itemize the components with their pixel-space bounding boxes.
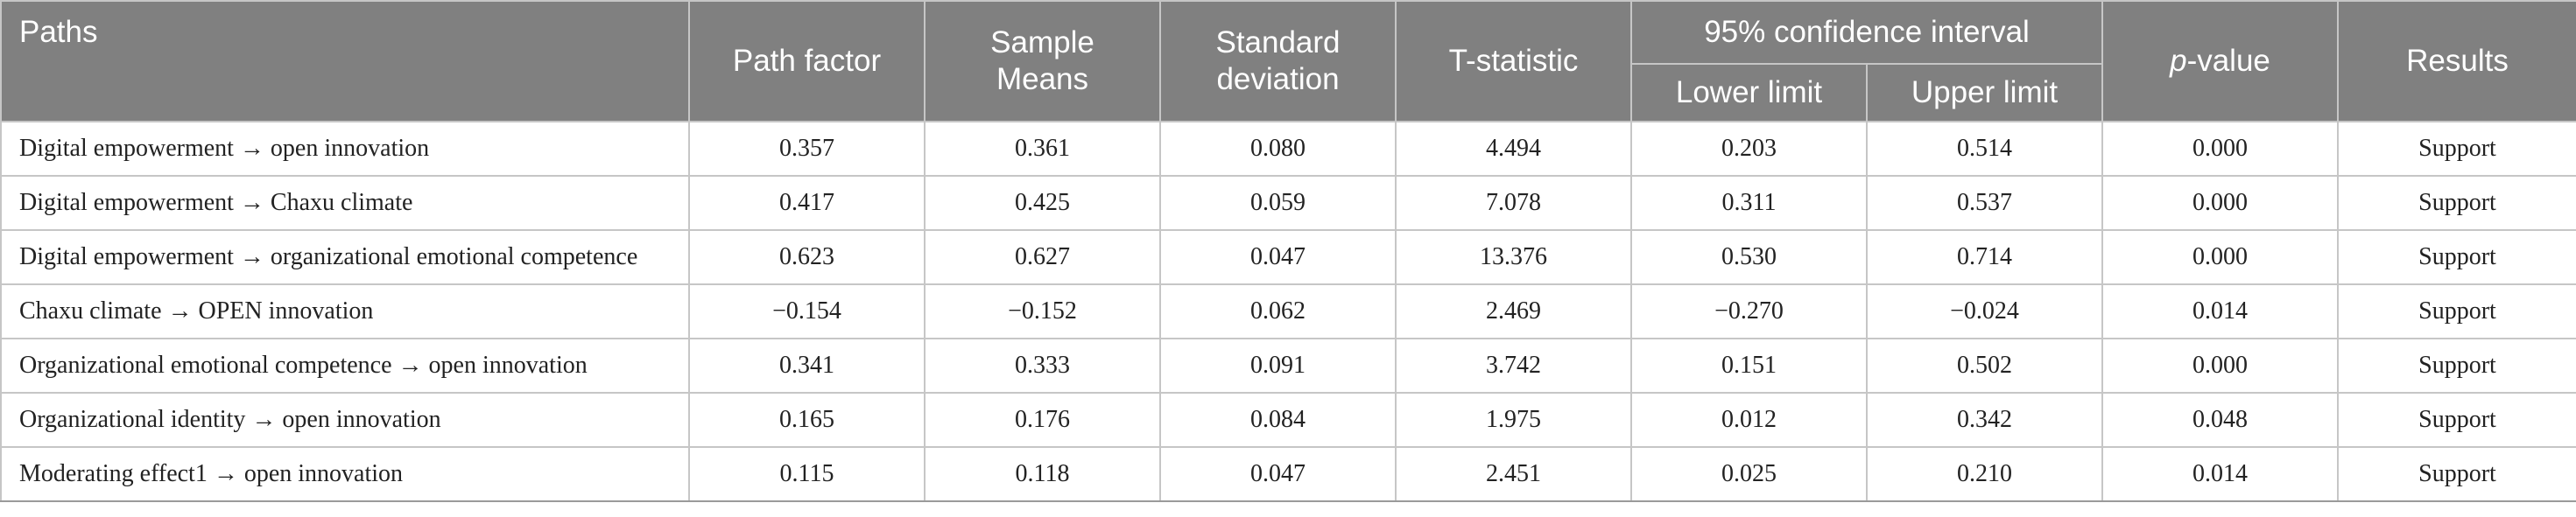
cell-result: Support [2337,121,2576,177]
cell-lower-limit: 0.203 [1630,121,1868,177]
header-t-statistic: T-statistic [1395,0,1632,122]
cell-upper-limit: 0.210 [1866,446,2103,502]
cell-path: Digital empowerment → organizational emo… [0,229,690,285]
header-lower-limit: Lower limit [1630,63,1868,122]
cell-sample-mean: −0.152 [924,283,1161,339]
cell-path-factor: 0.165 [688,392,926,448]
cell-sample-mean: 0.118 [924,446,1161,502]
cell-sample-mean: 0.176 [924,392,1161,448]
table-row: Organizational emotional competence → op… [0,338,2576,394]
cell-lower-limit: 0.025 [1630,446,1868,502]
cell-lower-limit: 0.311 [1630,175,1868,231]
header-p-value: p-value [2101,0,2339,122]
cell-path: Organizational identity → open innovatio… [0,392,690,448]
cell-t-statistic: 7.078 [1395,175,1632,231]
table-row: Digital empowerment → open innovation 0.… [0,121,2576,177]
cell-path: Digital empowerment → Chaxu climate [0,175,690,231]
table-body: Digital empowerment → open innovation 0.… [0,121,2576,502]
header-results: Results [2337,0,2576,122]
cell-result: Support [2337,283,2576,339]
cell-lower-limit: 0.530 [1630,229,1868,285]
table-row: Digital empowerment → organizational emo… [0,229,2576,285]
cell-std-dev: 0.091 [1159,338,1397,394]
cell-result: Support [2337,446,2576,502]
cell-std-dev: 0.047 [1159,229,1397,285]
header-path-factor: Path factor [688,0,926,122]
cell-sample-mean: 0.361 [924,121,1161,177]
cell-upper-limit: 0.342 [1866,392,2103,448]
table-row: Chaxu climate → OPEN innovation −0.154 −… [0,283,2576,339]
cell-upper-limit: 0.502 [1866,338,2103,394]
cell-p-value: 0.048 [2101,392,2339,448]
table-row: Organizational identity → open innovatio… [0,392,2576,448]
header-upper-limit: Upper limit [1866,63,2103,122]
table-row: Moderating effect1 → open innovation 0.1… [0,446,2576,502]
header-row-top: Paths Path factor Sample Means Standard … [0,0,2576,122]
cell-upper-limit: 0.714 [1866,229,2103,285]
table-header: Paths Path factor Sample Means Standard … [0,0,2576,122]
cell-p-value: 0.000 [2101,175,2339,231]
header-confidence-interval: 95% confidence interval [1630,0,2103,65]
header-paths: Paths [0,0,690,122]
cell-path: Moderating effect1 → open innovation [0,446,690,502]
cell-path-factor: 0.341 [688,338,926,394]
cell-p-value: 0.000 [2101,338,2339,394]
cell-lower-limit: 0.012 [1630,392,1868,448]
header-row-sub: Lower limit Upper limit [1,63,2576,122]
header-standard-deviation: Standard deviation [1159,0,1397,122]
cell-path-factor: 0.417 [688,175,926,231]
cell-path: Digital empowerment → open innovation [0,121,690,177]
cell-upper-limit: 0.537 [1866,175,2103,231]
cell-path-factor: 0.357 [688,121,926,177]
table-row: Digital empowerment → Chaxu climate 0.41… [0,175,2576,231]
cell-path: Chaxu climate → OPEN innovation [0,283,690,339]
cell-upper-limit: 0.514 [1866,121,2103,177]
header-p-value-suffix: -value [2186,44,2270,78]
cell-path-factor: 0.115 [688,446,926,502]
header-sample-means-line2: Means [996,62,1089,96]
cell-upper-limit: −0.024 [1866,283,2103,339]
cell-sample-mean: 0.627 [924,229,1161,285]
cell-std-dev: 0.062 [1159,283,1397,339]
cell-result: Support [2337,175,2576,231]
cell-p-value: 0.000 [2101,229,2339,285]
cell-path-factor: −0.154 [688,283,926,339]
cell-p-value: 0.014 [2101,283,2339,339]
cell-std-dev: 0.059 [1159,175,1397,231]
cell-sample-mean: 0.425 [924,175,1161,231]
cell-p-value: 0.014 [2101,446,2339,502]
header-std-dev-line1: Standard [1215,25,1341,59]
header-sample-means: Sample Means [924,0,1161,122]
cell-sample-mean: 0.333 [924,338,1161,394]
cell-path-factor: 0.623 [688,229,926,285]
cell-path: Organizational emotional competence → op… [0,338,690,394]
cell-lower-limit: 0.151 [1630,338,1868,394]
cell-std-dev: 0.080 [1159,121,1397,177]
header-sample-means-line1: Sample [990,25,1094,59]
cell-lower-limit: −0.270 [1630,283,1868,339]
cell-result: Support [2337,338,2576,394]
cell-std-dev: 0.084 [1159,392,1397,448]
path-results-table: Paths Path factor Sample Means Standard … [0,0,2576,502]
header-p-value-letter: p [2170,44,2187,78]
cell-t-statistic: 13.376 [1395,229,1632,285]
cell-t-statistic: 2.451 [1395,446,1632,502]
header-std-dev-line2: deviation [1216,62,1340,96]
cell-std-dev: 0.047 [1159,446,1397,502]
cell-t-statistic: 4.494 [1395,121,1632,177]
cell-t-statistic: 2.469 [1395,283,1632,339]
cell-result: Support [2337,392,2576,448]
cell-p-value: 0.000 [2101,121,2339,177]
cell-t-statistic: 3.742 [1395,338,1632,394]
cell-t-statistic: 1.975 [1395,392,1632,448]
cell-result: Support [2337,229,2576,285]
